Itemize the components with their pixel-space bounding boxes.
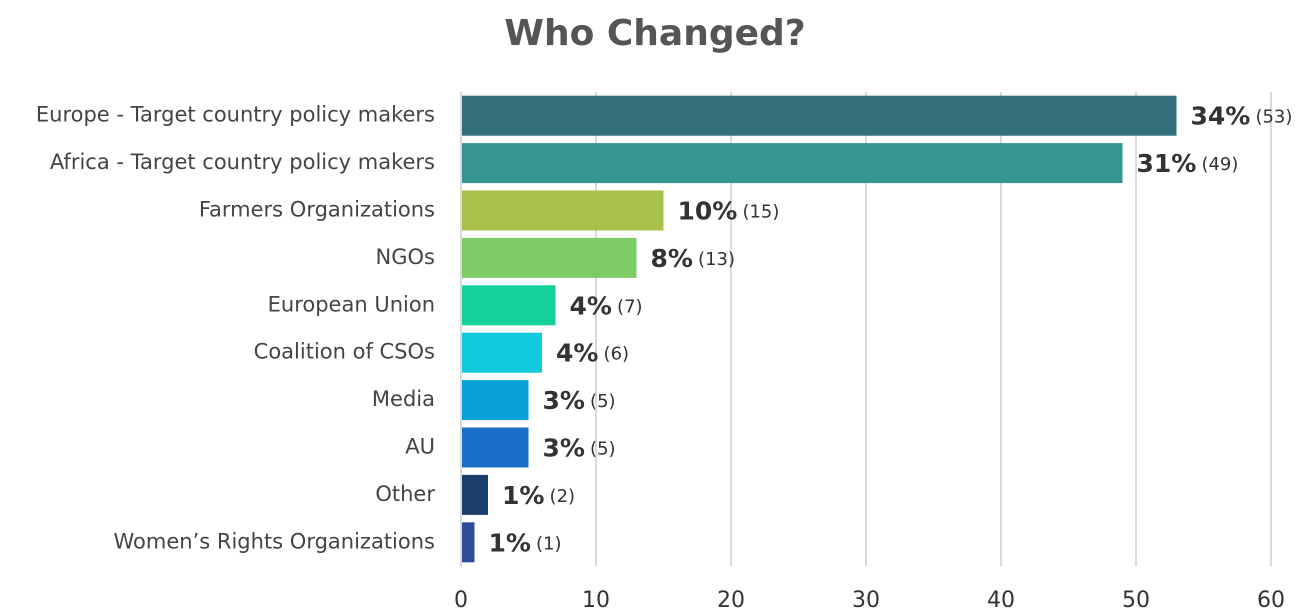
- bar: [461, 237, 637, 278]
- data-label: 34% (53): [1191, 102, 1293, 131]
- bar: [461, 95, 1177, 136]
- y-tick-label: European Union: [268, 292, 435, 316]
- count-label: (49): [1201, 154, 1238, 175]
- x-tick-label: 60: [1257, 588, 1285, 613]
- y-tick-label: Women’s Rights Organizations: [114, 529, 435, 553]
- count-label: (5): [590, 439, 616, 460]
- share-label: 3%: [543, 434, 585, 463]
- data-label: 3% (5): [543, 386, 616, 415]
- count-label: (5): [590, 391, 616, 412]
- x-tick-label: 0: [454, 588, 468, 613]
- data-label: 31% (49): [1137, 149, 1239, 178]
- bar: [461, 285, 556, 326]
- y-tick-label: Other: [375, 482, 435, 506]
- bar: [461, 474, 488, 515]
- data-label: 10% (15): [678, 197, 780, 226]
- share-label: 4%: [570, 291, 612, 320]
- y-tick-label: NGOs: [376, 245, 435, 269]
- x-tick-label: 20: [717, 588, 745, 613]
- data-label: 1% (1): [489, 528, 562, 557]
- share-label: 4%: [556, 339, 598, 368]
- count-label: (53): [1255, 107, 1292, 128]
- bar: [461, 190, 664, 231]
- count-label: (6): [604, 344, 630, 365]
- share-label: 10%: [678, 197, 738, 226]
- share-label: 34%: [1191, 102, 1251, 131]
- y-tick-label: Farmers Organizations: [199, 198, 435, 222]
- x-tick-label: 40: [987, 588, 1015, 613]
- share-label: 1%: [489, 528, 531, 557]
- data-label: 4% (7): [570, 291, 643, 320]
- count-label: (7): [617, 296, 643, 317]
- data-label: 8% (13): [651, 244, 736, 273]
- bar: [461, 143, 1123, 184]
- count-label: (15): [742, 202, 779, 223]
- share-label: 3%: [543, 386, 585, 415]
- share-label: 31%: [1137, 149, 1197, 178]
- x-tick-label: 30: [852, 588, 880, 613]
- bar: [461, 380, 529, 421]
- chart-title: Who Changed?: [504, 13, 805, 54]
- data-label: 3% (5): [543, 434, 616, 463]
- bar: [461, 332, 542, 373]
- y-tick-label: Europe - Target country policy makers: [36, 103, 435, 127]
- x-tick-label: 10: [582, 588, 610, 613]
- bar: [461, 522, 475, 563]
- y-tick-label: Coalition of CSOs: [254, 340, 435, 364]
- count-label: (2): [550, 486, 576, 507]
- y-tick-label: Africa - Target country policy makers: [50, 150, 435, 174]
- x-tick-label: 50: [1122, 588, 1150, 613]
- share-label: 1%: [502, 481, 544, 510]
- share-label: 8%: [651, 244, 693, 273]
- y-tick-label: Media: [372, 387, 435, 411]
- count-label: (13): [698, 249, 735, 270]
- data-label: 1% (2): [502, 481, 575, 510]
- count-label: (1): [536, 533, 562, 554]
- data-label: 4% (6): [556, 339, 629, 368]
- y-tick-label: AU: [405, 435, 435, 459]
- bar: [461, 427, 529, 468]
